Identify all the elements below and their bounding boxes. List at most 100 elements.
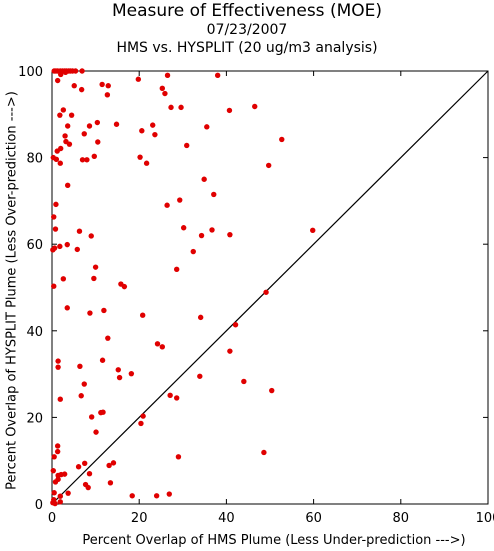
y-tick-label: 40 [26,325,43,340]
one-to-one-reference-line [51,70,489,505]
data-point [99,357,106,363]
data-point [57,499,63,505]
data-point [79,68,85,74]
data-point [54,443,61,449]
y-tick-label: 0 [35,498,43,513]
data-point [64,305,70,311]
data-point [51,245,58,251]
data-point [184,142,190,149]
data-point [88,233,94,239]
data-point [55,364,61,370]
data-point [211,191,217,198]
x-tick-label: 80 [393,511,410,526]
data-point [64,241,70,248]
data-point [263,289,269,295]
data-point [129,493,135,499]
data-point [57,243,63,250]
data-point [52,226,59,232]
data-point [128,370,135,377]
data-point [113,121,120,127]
data-point [209,227,215,233]
data-point [106,462,112,469]
data-points [50,68,316,507]
data-point [173,266,180,273]
data-point [121,283,128,290]
data-point [154,341,161,347]
data-point [88,414,95,420]
data-point [162,90,168,97]
data-point [64,182,71,189]
data-point [54,448,61,455]
data-point [139,128,145,134]
data-point [110,460,117,466]
data-point [92,264,99,270]
data-point [214,72,221,79]
data-point [105,83,111,89]
data-point [168,104,174,111]
data-point [57,493,63,499]
data-point [166,491,172,497]
data-point [57,160,63,166]
data-point [115,367,121,373]
data-point [64,123,71,129]
data-point [82,460,88,466]
data-point [99,81,105,88]
data-point [152,131,158,138]
data-point [159,344,166,350]
data-point [57,112,63,118]
data-point [175,454,182,460]
x-tick-label: 20 [131,511,148,526]
y-tick-label: 100 [18,65,43,80]
data-point [164,72,171,79]
y-tick-label: 60 [26,238,43,253]
data-point [252,103,258,110]
data-point [310,227,316,234]
data-point [62,69,69,75]
data-point [227,348,233,354]
data-point [135,76,142,82]
chart-title: Measure of Effectiveness (MOE) [111,1,383,21]
data-point [62,133,68,139]
data-point [232,322,239,328]
data-point [84,157,90,163]
data-point [60,276,67,282]
data-point [265,162,272,169]
data-point [104,92,111,98]
data-point [57,396,63,402]
data-point [50,154,57,161]
data-point [54,77,61,84]
data-point [95,139,101,145]
data-point [75,464,82,470]
x-tick-label: 60 [305,511,322,526]
data-point [198,232,205,239]
data-point [52,500,58,507]
data-point [100,409,106,415]
data-point [107,480,114,486]
data-point [51,283,57,289]
data-point [227,231,233,238]
data-point [51,214,57,220]
data-point [153,493,160,499]
data-point [197,373,203,379]
data-point [87,310,93,316]
data-point [241,378,247,385]
data-point [53,201,59,208]
data-point [167,392,173,399]
x-tick-label: 40 [218,511,235,526]
data-point [279,136,285,143]
y-tick-label: 80 [26,152,43,167]
data-point [138,420,144,427]
data-point [66,141,73,147]
data-point [77,363,83,370]
x-axis-label: Percent Overlap of HMS Plume (Less Under… [82,533,465,548]
data-point [86,470,93,477]
data-point [86,123,93,129]
data-point [105,335,111,341]
data-point [139,312,146,318]
data-point [51,490,57,496]
data-point [94,119,101,126]
data-point [180,225,187,231]
data-point [164,202,170,208]
data-point [60,107,67,113]
